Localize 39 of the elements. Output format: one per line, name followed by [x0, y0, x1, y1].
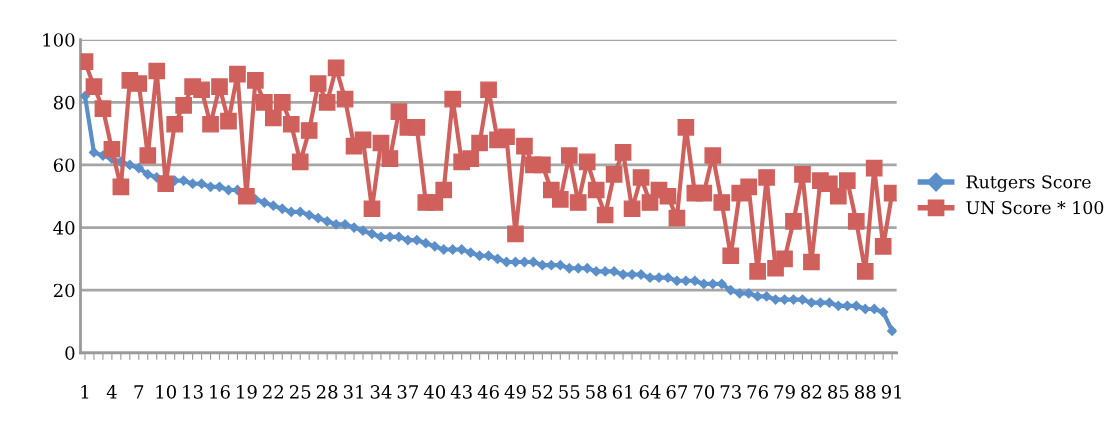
x-tick-label: 82	[801, 385, 822, 399]
y-tick-label: 20	[53, 283, 75, 298]
x-tick-label: 19	[237, 385, 257, 399]
y-tick-label: 60	[53, 158, 75, 173]
x-tick-label: 7	[134, 385, 144, 399]
x-tick-label: 10	[156, 385, 176, 399]
legend-label: Rutgers Score	[966, 175, 1091, 193]
x-tick-label: 13	[183, 385, 203, 399]
x-tick-label: 4	[106, 385, 117, 399]
x-tick-label: 91	[881, 385, 902, 399]
x-tick-label: 49	[504, 385, 526, 399]
x-tick-label: 61	[612, 385, 633, 399]
x-tick-label: 73	[720, 385, 741, 399]
x-tick-label: 22	[263, 385, 284, 399]
y-tick-label: 80	[53, 95, 75, 110]
y-tick-label: 100	[43, 33, 75, 47]
legend-label: UN Score * 100	[966, 201, 1104, 215]
x-tick-label: 76	[747, 385, 768, 399]
x-tick-label: 64	[639, 385, 661, 399]
x-tick-label: 28	[316, 385, 338, 399]
x-tick-label: 67	[666, 385, 688, 399]
x-tick-label: 88	[854, 385, 876, 399]
y-tick-label: 0	[65, 346, 75, 360]
x-tick-label: 46	[477, 385, 499, 399]
x-tick-label: 79	[774, 385, 795, 399]
x-tick-label: 55	[559, 385, 580, 399]
x-tick-label: 52	[532, 385, 553, 399]
x-tick-label: 43	[450, 385, 472, 399]
x-tick-label: 34	[370, 385, 392, 399]
y-tick-label: 40	[53, 221, 75, 235]
x-tick-label: 40	[423, 385, 446, 399]
x-tick-label: 85	[828, 385, 849, 399]
x-tick-label: 70	[693, 385, 715, 399]
x-tick-label: 25	[289, 385, 311, 399]
x-tick-label: 37	[397, 385, 419, 399]
x-tick-label: 1	[81, 385, 89, 399]
x-tick-label: 31	[343, 385, 363, 399]
x-tick-label: 16	[210, 385, 230, 399]
x-tick-label: 58	[586, 385, 607, 399]
